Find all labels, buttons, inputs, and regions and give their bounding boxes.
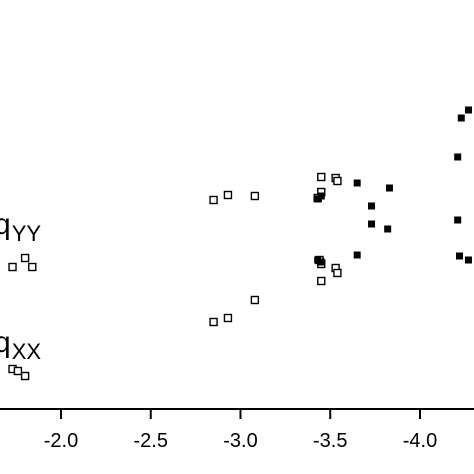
filled-square-point [317,258,325,266]
open-square-point [8,262,17,272]
open-square-point [209,195,218,205]
filled-square-point [314,256,322,264]
filled-square-point [353,179,361,187]
open-square-point [28,262,37,272]
open-square-point [223,190,233,200]
filled-square-point [464,106,472,114]
x-tick-label: -2.5 [134,430,168,452]
open-square-point [250,191,260,201]
filled-square-point [317,192,325,200]
filled-square-point [455,252,463,260]
open-square-point [333,176,342,186]
filled-square-point [368,220,376,228]
open-square-point [13,366,23,376]
open-square-point [333,268,342,278]
series-label-subscript: XX [12,339,42,364]
open-square-point [20,371,30,381]
open-square-point [250,295,260,305]
filled-square-point [385,184,393,192]
filled-square-point [457,114,465,122]
series-label: qYY [0,208,41,246]
open-square-point [20,253,30,263]
x-tick-label: -3.5 [313,430,347,452]
open-square-point [223,313,233,323]
filled-square-point [454,216,462,224]
filled-square-point [464,256,472,264]
filled-square-point [314,195,322,203]
series-label-subscript: YY [12,221,42,246]
open-square-point [317,276,326,286]
open-square-point [317,172,326,182]
filled-square-point [353,251,361,259]
series-label-base: q [0,208,11,241]
data-points [8,106,472,381]
x-tick-label: -4.0 [403,430,437,452]
x-ticks: -2.0 -2.5 -3.0 -3.5 -4.0 [44,409,437,452]
series-label-base: q [0,326,11,359]
series-label: qXX [0,326,41,364]
x-tick-label: -3.0 [223,430,257,452]
x-tick-label: -2.0 [44,430,78,452]
open-square-point [209,317,218,327]
filled-square-point [368,202,376,210]
filled-square-point [384,225,392,233]
filled-square-point [454,153,462,161]
